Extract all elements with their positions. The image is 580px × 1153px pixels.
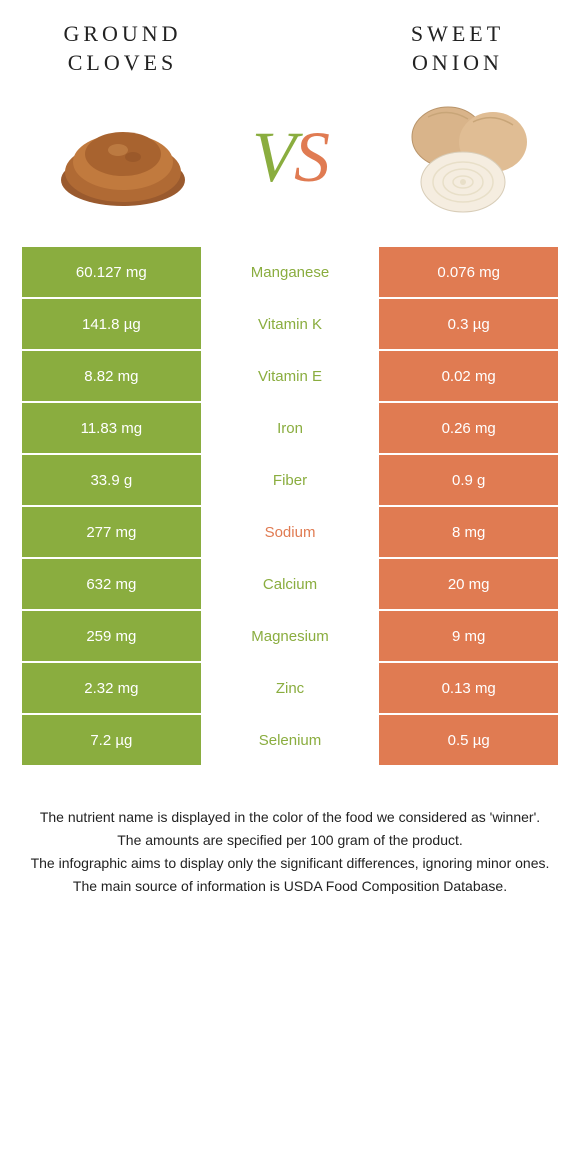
footer-line: The main source of information is USDA F…: [20, 876, 560, 897]
right-value-cell: 9 mg: [379, 611, 558, 661]
left-value-cell: 11.83 mg: [22, 403, 201, 453]
nutrient-name-cell: Calcium: [201, 559, 380, 609]
left-value-cell: 277 mg: [22, 507, 201, 557]
right-value-cell: 0.9 g: [379, 455, 558, 505]
nutrient-name-cell: Magnesium: [201, 611, 380, 661]
left-value-cell: 7.2 µg: [22, 715, 201, 765]
nutrient-name-cell: Selenium: [201, 715, 380, 765]
right-food-image: [365, 97, 550, 217]
table-row: 8.82 mgVitamin E0.02 mg: [22, 351, 558, 401]
ground-cloves-icon: [48, 102, 198, 212]
table-row: 7.2 µgSelenium0.5 µg: [22, 715, 558, 765]
comparison-table: 60.127 mgManganese0.076 mg141.8 µgVitami…: [0, 247, 580, 765]
right-value-cell: 0.5 µg: [379, 715, 558, 765]
right-value-cell: 20 mg: [379, 559, 558, 609]
left-value-cell: 141.8 µg: [22, 299, 201, 349]
right-value-cell: 8 mg: [379, 507, 558, 557]
nutrient-name-cell: Vitamin E: [201, 351, 380, 401]
vs-s-letter: S: [294, 117, 328, 197]
table-row: 11.83 mgIron0.26 mg: [22, 403, 558, 453]
right-value-cell: 0.13 mg: [379, 663, 558, 713]
vs-label: VS: [215, 116, 365, 199]
right-value-cell: 0.076 mg: [379, 247, 558, 297]
nutrient-name-cell: Fiber: [201, 455, 380, 505]
left-value-cell: 33.9 g: [22, 455, 201, 505]
nutrient-name-cell: Sodium: [201, 507, 380, 557]
right-value-cell: 0.3 µg: [379, 299, 558, 349]
sweet-onion-icon: [378, 97, 538, 217]
nutrient-name-cell: Vitamin K: [201, 299, 380, 349]
left-value-cell: 8.82 mg: [22, 351, 201, 401]
right-food-title-block: SWEET ONION: [365, 20, 550, 77]
left-value-cell: 632 mg: [22, 559, 201, 609]
right-value-cell: 0.02 mg: [379, 351, 558, 401]
table-row: 632 mgCalcium20 mg: [22, 559, 558, 609]
table-row: 259 mgMagnesium9 mg: [22, 611, 558, 661]
table-row: 2.32 mgZinc0.13 mg: [22, 663, 558, 713]
left-food-title: GROUND CLOVES: [30, 20, 215, 77]
table-row: 277 mgSodium8 mg: [22, 507, 558, 557]
nutrient-name-cell: Manganese: [201, 247, 380, 297]
footer-line: The amounts are specified per 100 gram o…: [20, 830, 560, 851]
nutrient-name-cell: Iron: [201, 403, 380, 453]
table-row: 141.8 µgVitamin K0.3 µg: [22, 299, 558, 349]
nutrient-name-cell: Zinc: [201, 663, 380, 713]
right-food-title: SWEET ONION: [365, 20, 550, 77]
header-titles: GROUND CLOVES SWEET ONION: [0, 0, 580, 87]
footer-line: The infographic aims to display only the…: [20, 853, 560, 874]
table-row: 60.127 mgManganese0.076 mg: [22, 247, 558, 297]
left-value-cell: 259 mg: [22, 611, 201, 661]
vs-v-letter: V: [252, 117, 294, 197]
table-row: 33.9 gFiber0.9 g: [22, 455, 558, 505]
right-value-cell: 0.26 mg: [379, 403, 558, 453]
left-food-image: [30, 102, 215, 212]
footer-line: The nutrient name is displayed in the co…: [20, 807, 560, 828]
left-value-cell: 2.32 mg: [22, 663, 201, 713]
left-value-cell: 60.127 mg: [22, 247, 201, 297]
footer-notes: The nutrient name is displayed in the co…: [0, 767, 580, 897]
left-food-title-block: GROUND CLOVES: [30, 20, 215, 77]
images-row: VS: [0, 87, 580, 247]
